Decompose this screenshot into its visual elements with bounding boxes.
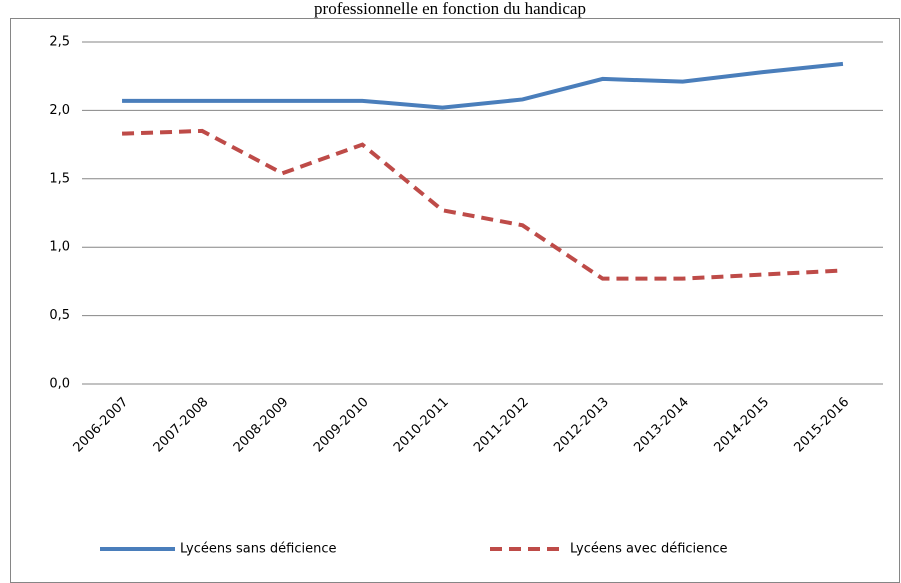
y-tick-label: 0,5 — [49, 308, 70, 323]
y-tick-label: 0,0 — [49, 377, 70, 392]
y-tick-label: 2,0 — [49, 103, 70, 118]
chart-title: professionnelle en fonction du handicap — [314, 0, 586, 18]
y-tick-label: 1,5 — [49, 171, 70, 186]
series-line — [121, 128, 844, 281]
y-tick-label: 2,5 — [49, 35, 70, 50]
legend-label: Lycéens avec déficience — [570, 542, 728, 557]
chart-frame — [10, 18, 900, 583]
legend-label: Lycéens sans déficience — [180, 542, 337, 557]
y-tick-label: 1,0 — [49, 240, 70, 255]
series-line — [122, 61, 844, 110]
